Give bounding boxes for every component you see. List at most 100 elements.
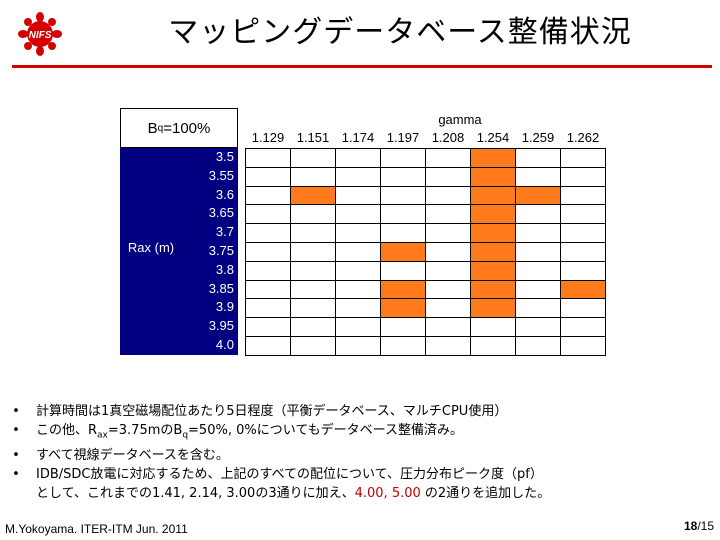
grid-cell <box>515 148 561 168</box>
grid-cell <box>560 336 606 356</box>
rax-value: 3.5 <box>215 149 234 164</box>
gamma-values-row: 1.129 1.151 1.174 1.197 1.208 1.254 1.259 1.262 <box>245 130 605 148</box>
grid-cell <box>425 317 471 337</box>
rax-axis-label: Rax (m) <box>127 240 175 255</box>
gamma-value: 1.208 <box>431 130 465 145</box>
grid-cell <box>560 298 606 319</box>
bullet-list: • 計算時間は1真空磁場配位あたり5日程度（平衡データベース、マルチCPU使用）… <box>10 402 710 503</box>
grid-cell-computed <box>470 166 516 187</box>
bullet-text-other-mid: =3.75mのB <box>107 423 183 438</box>
grid-cell <box>515 279 561 300</box>
bullet-item: • 計算時間は1真空磁場配位あたり5日程度（平衡データベース、マルチCPU使用） <box>10 402 710 421</box>
grid-cell <box>425 148 471 168</box>
grid-cell <box>560 148 606 168</box>
grid-cell-computed <box>470 279 516 300</box>
grid-cell <box>245 185 291 206</box>
bullet-dot: • <box>12 404 20 419</box>
grid-cell-computed <box>470 185 516 206</box>
grid-cell-computed <box>515 185 561 206</box>
grid-cell <box>515 260 561 281</box>
grid-cell <box>245 242 291 262</box>
grid-cell <box>245 204 291 225</box>
grid-cell <box>245 260 291 281</box>
grid-cell <box>425 242 471 262</box>
rax-value: 3.8 <box>215 261 234 277</box>
grid-cell <box>515 317 561 337</box>
bullet-text-computation-time: 計算時間は1真空磁場配位あたり5日程度（平衡データベース、マルチCPU使用） <box>36 404 508 419</box>
grid-cell <box>425 336 471 356</box>
grid-cell <box>560 260 606 281</box>
grid-cell <box>335 279 381 300</box>
grid-cell <box>335 336 381 356</box>
grid-cell <box>245 223 291 243</box>
gamma-value: 1.174 <box>341 130 375 145</box>
grid-cell <box>290 260 336 281</box>
grid-cell <box>335 148 381 168</box>
gamma-value: 1.262 <box>566 130 600 145</box>
bullet-text-idb-line2-post: の2通りを追加した。 <box>420 485 551 501</box>
grid-cell <box>290 317 336 337</box>
grid-cell <box>245 148 291 168</box>
gamma-value: 1.129 <box>251 130 285 145</box>
rax-value: 3.95 <box>208 318 234 334</box>
grid-cell <box>335 317 381 337</box>
grid-cell <box>515 242 561 262</box>
grid-cell <box>515 298 561 319</box>
rax-value: 3.85 <box>208 280 234 296</box>
bullet-item: • IDB/SDC放電に対応するため、上記のすべての配位について、圧力分布ピーク… <box>10 465 710 503</box>
grid-cell-computed <box>290 185 336 206</box>
grid-cell <box>290 223 336 243</box>
bullet-item: • この他、Rax=3.75mのBq=50%, 0%についてもデータベース整備済… <box>10 421 710 446</box>
grid-cell <box>425 260 471 281</box>
grid-cell <box>290 148 336 168</box>
grid-cell <box>290 279 336 300</box>
grid-cell <box>290 336 336 356</box>
grid-cell-computed <box>470 148 516 168</box>
gamma-value: 1.259 <box>521 130 555 145</box>
mapping-grid <box>245 148 606 356</box>
grid-cell-computed <box>380 279 426 300</box>
grid-cell-computed <box>470 242 516 262</box>
grid-cell <box>425 204 471 225</box>
slide-title: マッピングデータベース整備状況 <box>168 15 632 50</box>
grid-cell <box>380 336 426 356</box>
grid-cell <box>425 185 471 206</box>
grid-cell <box>470 317 516 337</box>
page-number: 18/15 <box>684 519 714 533</box>
page-total: /15 <box>697 519 714 533</box>
grid-cell <box>560 223 606 243</box>
grid-cell-computed <box>470 204 516 225</box>
grid-cell <box>335 185 381 206</box>
grid-cell <box>290 298 336 319</box>
grid-cell <box>290 166 336 187</box>
grid-cell <box>335 298 381 319</box>
grid-cell <box>560 166 606 187</box>
grid-cell <box>245 298 291 319</box>
rax-value: 3.6 <box>215 186 234 202</box>
grid-cell-computed <box>470 298 516 319</box>
grid-cell <box>380 260 426 281</box>
grid-cell <box>290 242 336 262</box>
bullet-text-other-pre: この他、R <box>36 423 98 438</box>
rax-value: 3.9 <box>215 299 234 315</box>
rax-value: 4.0 <box>215 337 234 352</box>
grid-cell <box>470 336 516 356</box>
bq-subscript: q <box>157 122 164 134</box>
grid-cell <box>425 279 471 300</box>
grid-cell <box>560 242 606 262</box>
grid-cell <box>245 279 291 300</box>
rax-subscript: ax <box>97 430 108 441</box>
grid-cell <box>335 242 381 262</box>
gamma-value: 1.254 <box>476 130 510 145</box>
bq-subscript-inline: q <box>182 430 189 441</box>
grid-cell <box>560 317 606 337</box>
grid-cell <box>515 223 561 243</box>
grid-cell <box>425 223 471 243</box>
grid-cell <box>380 148 426 168</box>
bullet-dot: • <box>12 423 20 438</box>
grid-cell <box>515 166 561 187</box>
gamma-value: 1.197 <box>386 130 420 145</box>
grid-cell <box>425 166 471 187</box>
grid-cell-computed <box>380 298 426 319</box>
